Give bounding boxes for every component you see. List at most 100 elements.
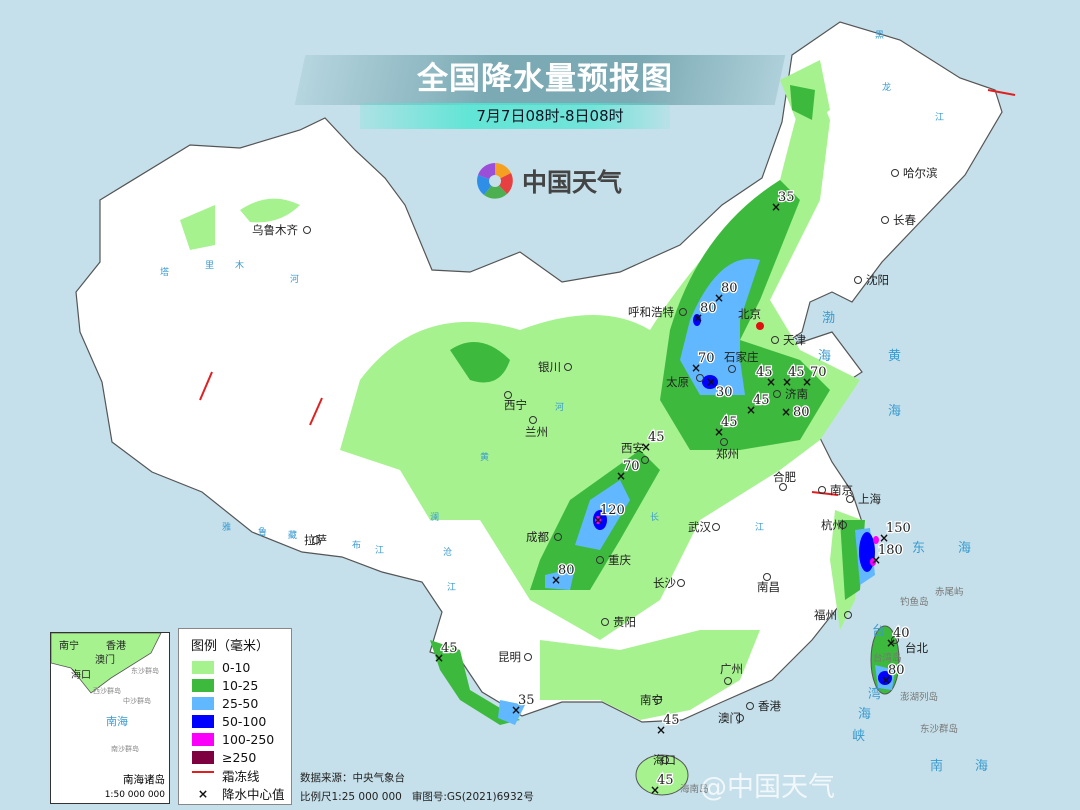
city-dot-icon: [712, 523, 720, 531]
precip-center-value: 45: [663, 713, 680, 728]
city-marker: 西安: [621, 441, 649, 464]
city-dot-icon: [854, 276, 862, 284]
city-marker: 呼和浩特: [628, 305, 687, 319]
cross-icon: ×: [593, 513, 603, 527]
cross-icon: ×: [766, 375, 776, 389]
cross-icon: ×: [871, 553, 881, 567]
city-dot-icon: [677, 579, 685, 587]
pinwheel-logo-icon: [477, 162, 513, 199]
legend-swatch: [192, 750, 214, 764]
cross-icon: ×: [781, 405, 791, 419]
precip-100-250: [595, 516, 879, 566]
river-label: 塔: [160, 266, 169, 278]
city-label: 北京: [738, 307, 761, 321]
cross-icon: ×: [551, 573, 561, 587]
river-label: 龙: [882, 81, 891, 93]
precip-center: ×120: [593, 502, 626, 527]
precip-center-value: 80: [721, 281, 738, 296]
city-label: 合肥: [773, 470, 796, 484]
precip-center-value: 80: [793, 405, 810, 420]
city-marker: 重庆: [596, 553, 631, 567]
precip-center-value: 45: [721, 415, 738, 430]
city-dot-icon: [529, 416, 537, 424]
city-label: 拉萨: [304, 533, 327, 547]
city-dot-icon: [728, 365, 736, 373]
city-dot-icon: [844, 611, 852, 619]
cross-icon: ×: [782, 375, 792, 389]
legend-item: 50-100: [192, 712, 291, 730]
river-label: 鲁: [258, 526, 267, 538]
precip-center: ×30: [706, 375, 734, 401]
precip-center: ×45: [434, 640, 459, 665]
inset-label: 海口: [71, 668, 91, 681]
precip-center-value: 70: [810, 365, 827, 380]
island-label: 东沙群岛: [920, 723, 958, 735]
sea-label: 海: [958, 541, 971, 556]
city-label: 银川: [538, 360, 561, 374]
city-marker: 上海: [846, 492, 881, 506]
city-label: 南昌: [757, 580, 780, 594]
cross-icon: ×: [714, 425, 724, 439]
precip-center: ×150: [879, 520, 912, 545]
inset-title: 南海诸岛: [123, 774, 165, 786]
precip-center: ×45: [714, 414, 739, 439]
legend-swatch: [192, 696, 214, 710]
river-label: 黑: [875, 30, 884, 41]
city-label: 兰州: [525, 425, 548, 439]
precip-center: ×70: [691, 350, 716, 375]
city-dot-icon: [312, 536, 320, 544]
precip-center: ×45: [755, 364, 776, 389]
river-label: 雅: [222, 521, 231, 533]
precip-center: ×70: [802, 364, 828, 389]
city-marker: 福州: [814, 608, 852, 622]
city-dot-icon: [773, 390, 781, 398]
river-label: 布: [352, 539, 361, 551]
precip-center-value: 45: [753, 393, 770, 408]
legend-label: 100-250: [222, 731, 275, 747]
data-source: 数据来源：中央气象台: [300, 772, 405, 784]
city-label: 乌鲁木齐: [252, 223, 298, 237]
city-marker: 海口: [653, 753, 676, 767]
watermark: @中国天气: [700, 772, 835, 803]
legend-label: 50-100: [222, 713, 267, 729]
legend-item: 10-25: [192, 676, 291, 694]
inset-label: 东沙群岛: [131, 666, 159, 675]
city-label: 重庆: [608, 553, 631, 567]
legend-swatch: [192, 678, 214, 692]
city-marker: 西宁: [504, 391, 527, 412]
city-label: 海口: [653, 753, 676, 767]
city-dot-icon: [818, 486, 826, 494]
frost-line-icon: [192, 771, 214, 779]
city-dot-icon: [554, 533, 562, 541]
legend-label: 10-25: [222, 677, 259, 693]
precip-center-value: 80: [700, 301, 717, 316]
city-marker: 太原: [666, 374, 704, 389]
city-dot-icon: [881, 216, 889, 224]
city-dot-icon: [736, 714, 744, 722]
cross-icon: ×: [714, 291, 724, 305]
city-label: 南京: [830, 483, 853, 497]
river-label: 河: [290, 273, 299, 285]
city-dot-icon: [839, 521, 847, 529]
inset-label: 南沙群岛: [111, 744, 139, 753]
city-marker: 香港: [746, 699, 781, 713]
south-china-sea-inset: 南宁 香港 澳门 海口 东沙群岛 西沙群岛 中沙群岛 南海 南沙群岛 南海诸岛 …: [50, 632, 170, 804]
max-value-layer: ×35×80×80×70×30×45×45×70×45× 80×45×45×70×…: [434, 189, 912, 797]
cross-icon: ×: [693, 311, 703, 325]
precip-center-value: 45: [756, 365, 773, 380]
island-label: 台湾岛: [873, 652, 902, 664]
city-dot-icon: [724, 677, 732, 685]
city-dot-icon: [846, 495, 854, 503]
city-marker: 贵阳: [601, 615, 636, 629]
city-dot-icon: [601, 618, 609, 626]
city-label: 长沙: [653, 576, 676, 590]
precip-center: ×45: [650, 772, 675, 797]
map-title: 全国降水量预报图: [417, 61, 673, 97]
city-marker: 沈阳: [854, 273, 889, 287]
sea-label: 台: [872, 624, 885, 639]
precip-center-value: 35: [518, 693, 535, 708]
river-label: 黄: [480, 451, 489, 463]
map-scale: 比例尺1:25 000 000: [300, 791, 402, 803]
